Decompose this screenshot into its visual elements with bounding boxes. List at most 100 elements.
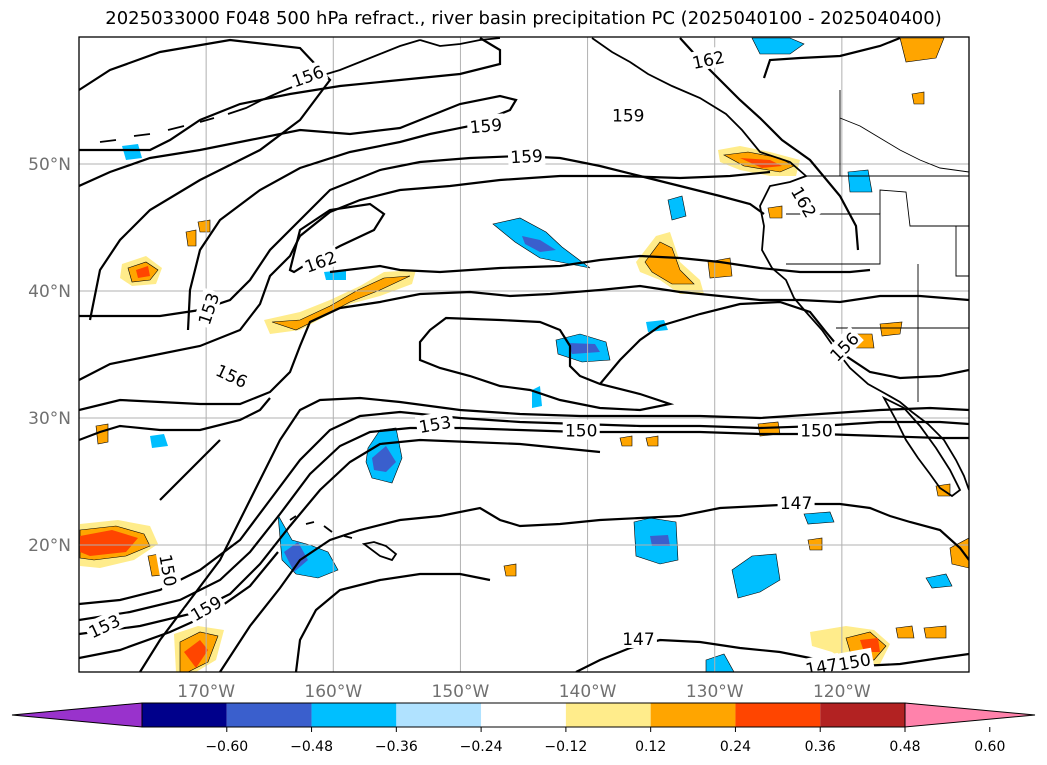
longitude-label: 130°W (686, 682, 744, 702)
contour-label-group: 159 (507, 144, 546, 169)
contour-label-background (562, 419, 600, 440)
contour-label: 159 (612, 107, 644, 127)
contour-line (288, 202, 386, 274)
shade-negative-region (803, 511, 835, 525)
shade-positive-region (95, 423, 109, 445)
contour-line (79, 551, 279, 660)
coastline-baja (881, 395, 962, 498)
shade-negative-region (150, 434, 168, 448)
latitude-label: 40°N (28, 282, 71, 302)
colorbar-tick-label: 0.24 (720, 739, 751, 755)
contour-line (159, 439, 221, 501)
contour-label-background (184, 589, 227, 626)
contour-label-group: 150 (562, 419, 600, 442)
precipitation-shading (79, 37, 969, 672)
figure-title: 2025033000 F048 500 hPa refract., river … (105, 8, 942, 29)
contour-label: 150 (800, 422, 832, 442)
shade-negative-region (324, 270, 346, 280)
contour-label-group: 147 (619, 627, 657, 650)
shade-negative-region (122, 144, 142, 160)
shade-negative-core (372, 446, 396, 472)
contour-label-background (192, 287, 223, 330)
contour-label-background (155, 550, 183, 591)
shade-positive-region (645, 435, 659, 447)
contour-label-background (299, 245, 342, 277)
contour-line (294, 572, 491, 672)
shade-positive-core (644, 241, 695, 285)
shade-positive-region (619, 435, 633, 447)
colorbar-tick-label: −0.12 (544, 739, 587, 755)
shade-positive-region (899, 37, 945, 63)
latitude-label: 50°N (28, 155, 71, 175)
colorbar-segment (142, 703, 227, 727)
contour-label-background (286, 59, 329, 92)
shade-positive-region (197, 219, 211, 233)
colorbar-tick-label: 0.12 (635, 739, 666, 755)
contour-label: 147 (780, 494, 812, 514)
contour-label: 147 (622, 630, 654, 650)
colorbar-tick-labels: −0.60 −0.48 −0.36 −0.24 −0.12 0.12 0.24 0.36 0.4… (205, 727, 1005, 755)
colorbar-segment (650, 703, 736, 727)
contour-label: 147 (804, 655, 839, 680)
coastlines (99, 37, 969, 562)
contour-line (679, 37, 860, 251)
colorbar-tick-label: −0.24 (460, 739, 503, 755)
shade-negative-region (646, 320, 668, 332)
contour-label-background (211, 358, 253, 393)
contour-label-background (834, 647, 875, 672)
contour-label-group: 150 (797, 419, 835, 442)
contour-label-background (619, 627, 657, 648)
coastline-aleutians (99, 39, 421, 143)
shade-negative-region (705, 653, 735, 672)
shade-positive-region (807, 537, 823, 551)
contour-label: 159 (510, 147, 543, 169)
shade-negative-core (284, 542, 308, 572)
colorbar-segment (820, 703, 905, 727)
contour-label-background (609, 104, 647, 125)
colorbar-tick-label: 0.60 (974, 739, 1005, 755)
contour-line (79, 397, 271, 442)
contour-label: 150 (837, 650, 872, 675)
shade-positive-region (911, 91, 925, 105)
shade-negative-region (751, 37, 805, 55)
coastline-hawaii (289, 515, 398, 562)
contour-label-group: 159 (466, 113, 506, 139)
political-borders (786, 90, 969, 402)
shade-negative-core (568, 343, 600, 354)
latitude-label: 20°N (28, 536, 71, 556)
contour-line (79, 170, 771, 381)
contour-label-group: 162 (687, 45, 729, 74)
longitude-label: 170°W (177, 682, 235, 702)
longitude-label: 140°W (559, 682, 617, 702)
longitude-labels: 170°W 160°W 150°W 140°W 130°W 120°W (177, 682, 871, 702)
contour-label-group: 147 (777, 492, 815, 514)
shade-positive-core (860, 638, 880, 652)
longitude-label: 160°W (304, 682, 362, 702)
colorbar-tick-label: −0.36 (375, 739, 418, 755)
contour-label-group: 150 (834, 647, 875, 675)
contour-label-background (507, 144, 546, 167)
contour-label-background (823, 326, 864, 367)
colorbar-segment (735, 703, 821, 727)
shade-negative-region (925, 573, 953, 589)
colorbar-tick-label: 0.36 (805, 739, 836, 755)
contour-label-background (777, 492, 815, 513)
contour-label: 159 (469, 116, 503, 139)
shade-negative-core (522, 236, 556, 252)
longitude-label: 120°W (813, 682, 871, 702)
shade-positive-region (767, 205, 783, 219)
contour-label-group: 159 (609, 104, 647, 127)
shade-negative-region (847, 169, 873, 193)
shade-positive-core (80, 530, 138, 556)
colorbar-extend-low (11, 702, 143, 728)
colorbar-segment (226, 703, 312, 727)
contour-line (139, 396, 969, 672)
contour-line (599, 300, 969, 385)
colorbar-segment (481, 703, 566, 727)
shade-negative-region (731, 553, 781, 599)
shade-positive-core (740, 158, 782, 168)
contour-label-background (83, 608, 125, 643)
contour-line (79, 284, 969, 412)
